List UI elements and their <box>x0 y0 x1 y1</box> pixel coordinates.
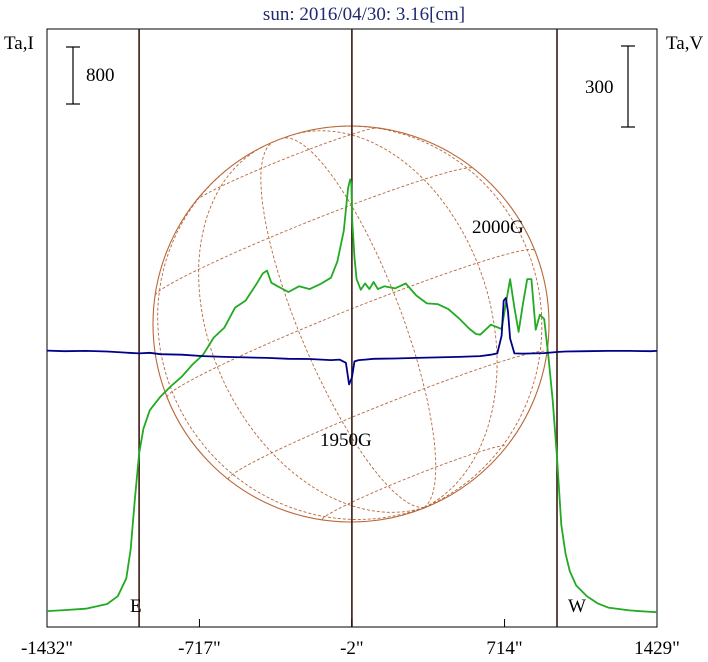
solar-disk-grid <box>152 125 550 523</box>
right-axis-label: Ta,V <box>666 33 703 54</box>
x-axis-ticks: -1432" -717" -2" 714" 1429" <box>21 619 680 659</box>
chart-title: sun: 2016/04/30: 3.16[cm] <box>263 4 465 25</box>
annotation-2000g: 2000G <box>472 217 524 238</box>
left-axis-label: Ta,I <box>4 33 34 54</box>
left-scale-value: 800 <box>86 65 115 86</box>
x-tick-label: -1432" <box>21 638 73 659</box>
annotation-1950g: 1950G <box>320 430 372 451</box>
parallel-line <box>227 350 548 480</box>
meridian-line <box>157 170 425 520</box>
x-tick-label: 1429" <box>634 638 680 659</box>
meridian-line <box>291 130 498 508</box>
x-tick-label: -2" <box>340 638 364 659</box>
west-label: W <box>568 596 586 617</box>
parallel-line <box>166 249 536 398</box>
series-line-ta-i <box>46 178 658 614</box>
vertical-markers <box>138 29 558 627</box>
series-line-ta-v <box>46 297 658 386</box>
x-tick-label: 714" <box>486 638 522 659</box>
meridian-line <box>198 145 425 513</box>
meridian-line <box>260 141 425 508</box>
x-tick-label: -717" <box>178 638 221 659</box>
left-scale-bar <box>66 46 80 105</box>
parallel-line <box>154 167 474 296</box>
right-scale-value: 300 <box>585 77 614 98</box>
right-scale-bar <box>621 45 635 128</box>
series-group <box>46 178 658 614</box>
parallel-line <box>322 445 507 520</box>
east-label: E <box>130 596 142 617</box>
meridian-line <box>282 137 437 508</box>
meridian-line <box>335 125 543 508</box>
